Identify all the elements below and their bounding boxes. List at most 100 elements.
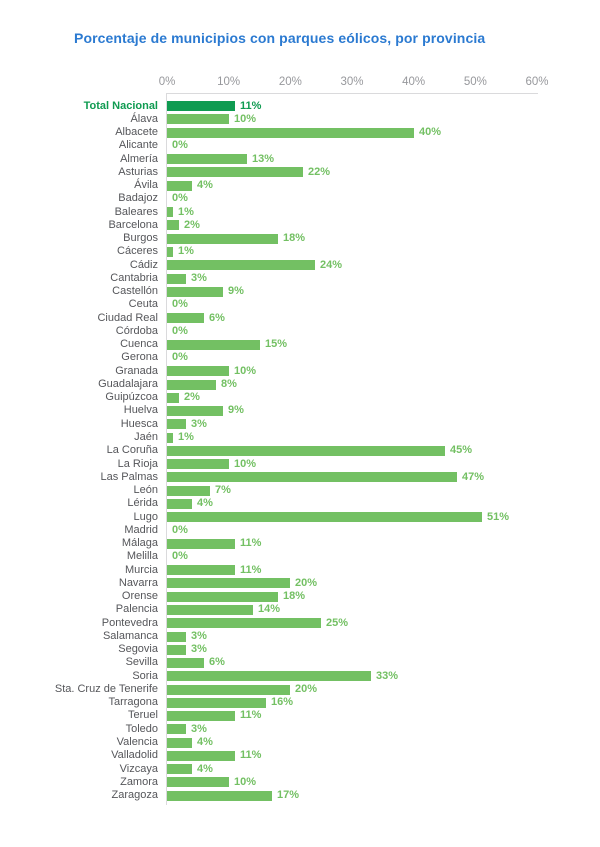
value-label: 6% (209, 311, 225, 324)
bar (167, 313, 204, 324)
value-label: 18% (283, 590, 306, 603)
bar-row: Castellón 9% (0, 285, 600, 298)
bar-row: Granada 10% (0, 365, 600, 378)
bar-row: Toledo 3% (0, 723, 600, 736)
category-label: Valladolid (111, 749, 158, 762)
bar (167, 406, 223, 417)
x-axis-tick-label: 40% (402, 76, 426, 88)
bar (167, 485, 210, 496)
bar-row: Pontevedra 25% (0, 617, 600, 630)
category-label: Sta. Cruz de Tenerife (54, 682, 158, 695)
bar (167, 273, 186, 284)
value-label: 3% (191, 629, 207, 642)
value-label: 8% (221, 377, 237, 390)
bar (167, 565, 235, 576)
bar (167, 644, 186, 655)
value-label: 0% (172, 550, 188, 563)
value-label: 40% (419, 126, 442, 139)
bar (167, 260, 315, 271)
bar (167, 684, 290, 695)
bar (167, 101, 235, 112)
bar (167, 180, 192, 191)
category-label: Almería (120, 152, 158, 165)
category-label: Málaga (121, 537, 158, 550)
value-label: 20% (295, 682, 318, 695)
bar-row: La Rioja 10% (0, 458, 600, 471)
bar-row: Jaén 1% (0, 431, 600, 444)
value-label: 51% (487, 510, 510, 523)
bar (167, 233, 278, 244)
value-label: 4% (197, 762, 213, 775)
bar (167, 671, 371, 682)
bar-row: Melilla 0% (0, 550, 600, 563)
bar-row: Málaga 11% (0, 537, 600, 550)
bar (167, 459, 229, 470)
bar (167, 286, 223, 297)
value-label: 0% (172, 351, 188, 364)
value-label: 10% (234, 775, 257, 788)
category-label: Asturias (118, 165, 158, 178)
category-label: Barcelona (108, 218, 158, 231)
bar (167, 750, 235, 761)
value-label: 2% (184, 218, 200, 231)
bar-row: Salamanca 3% (0, 630, 600, 643)
bar (167, 154, 247, 165)
value-label: 0% (172, 192, 188, 205)
category-label: Total Nacional (83, 99, 158, 112)
value-label: 7% (215, 484, 231, 497)
category-label: Cantabria (110, 271, 158, 284)
value-label: 17% (277, 789, 300, 802)
value-label: 10% (234, 112, 257, 125)
category-label: Las Palmas (100, 470, 158, 483)
x-axis-tick-label: 0% (158, 76, 176, 88)
category-label: Albacete (115, 126, 158, 139)
bar (167, 498, 192, 509)
value-label: 15% (265, 338, 288, 351)
bar-row: Murcia 11% (0, 564, 600, 577)
category-label: Murcia (124, 563, 158, 576)
bar-row: Alicante 0% (0, 139, 600, 152)
bar-row: Burgos 18% (0, 232, 600, 245)
category-label: Cáceres (117, 245, 158, 258)
category-label: Toledo (125, 722, 158, 735)
bar (167, 697, 266, 708)
value-label: 4% (197, 179, 213, 192)
value-label: 47% (462, 470, 485, 483)
category-label: Sevilla (125, 656, 158, 669)
value-label: 10% (234, 457, 257, 470)
bar-row: Asturias 22% (0, 166, 600, 179)
bar-row: Valencia 4% (0, 736, 600, 749)
bar-row: Soria 33% (0, 670, 600, 683)
bar (167, 127, 414, 138)
bar-row: Cantabria 3% (0, 272, 600, 285)
bar (167, 445, 445, 456)
bar-row: Baleares 1% (0, 206, 600, 219)
bar (167, 366, 229, 377)
category-label: Córdoba (115, 324, 158, 337)
bar-row: Lérida 4% (0, 497, 600, 510)
value-label: 4% (197, 735, 213, 748)
bar-row: Ciudad Real 6% (0, 312, 600, 325)
value-label: 3% (191, 417, 207, 430)
bar (167, 472, 457, 483)
value-label: 3% (191, 271, 207, 284)
value-label: 0% (172, 523, 188, 536)
value-label: 16% (271, 696, 294, 709)
category-label: Huelva (123, 404, 158, 417)
bar (167, 246, 173, 257)
bar (167, 724, 186, 735)
bar-row: Almería 13% (0, 153, 600, 166)
category-label: Teruel (128, 709, 158, 722)
value-label: 0% (172, 139, 188, 152)
value-label: 13% (252, 152, 275, 165)
bar-row: Ávila 4% (0, 179, 600, 192)
x-axis-tick-label: 20% (278, 76, 302, 88)
bar-row: Cádiz 24% (0, 259, 600, 272)
bar (167, 167, 303, 178)
category-label: Valencia (116, 735, 158, 748)
category-label: Lérida (127, 497, 158, 510)
value-label: 4% (197, 497, 213, 510)
bar (167, 790, 272, 801)
bar-row: Albacete 40% (0, 126, 600, 139)
